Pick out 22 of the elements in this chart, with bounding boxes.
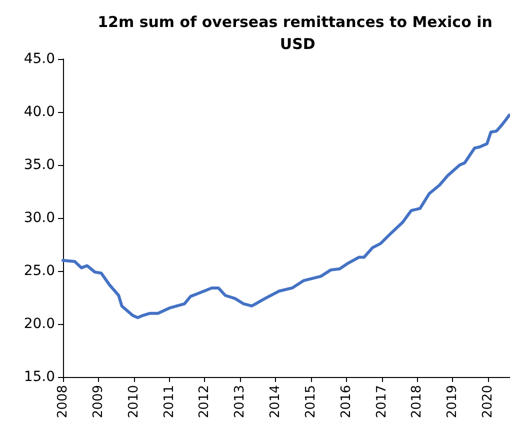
y-tick-label: 40.0: [24, 104, 55, 120]
chart-title: 12m sum of overseas remittances to Mexico in USD: [98, 13, 492, 53]
x-tick-label: 2010: [126, 385, 142, 418]
x-tick-label: 2009: [90, 385, 106, 418]
x-tick-label: 2019: [445, 385, 460, 418]
x-tick-label: 2017: [374, 385, 390, 418]
y-tick-label: 35.0: [24, 157, 55, 173]
x-tick-label: 2014: [268, 385, 284, 418]
x-tick-label: 2016: [338, 385, 354, 418]
x-tick-label: 2018: [410, 385, 425, 418]
x-tick-label: 2012: [197, 385, 212, 418]
x-tick-label: 2020: [480, 385, 496, 418]
y-tick-label: 15.0: [24, 369, 55, 385]
y-tick-label: 45.0: [24, 51, 55, 67]
line-series: [62, 114, 510, 320]
y-tick-label: 20.0: [24, 316, 55, 332]
x-tick-label: 2015: [303, 385, 318, 418]
x-tick-label: 2013: [232, 385, 248, 418]
y-tick-label: 30.0: [24, 210, 55, 226]
y-tick-label: 25.0: [24, 263, 55, 279]
x-tick-label: 2011: [162, 385, 177, 418]
x-tick-label: 2008: [56, 385, 70, 418]
